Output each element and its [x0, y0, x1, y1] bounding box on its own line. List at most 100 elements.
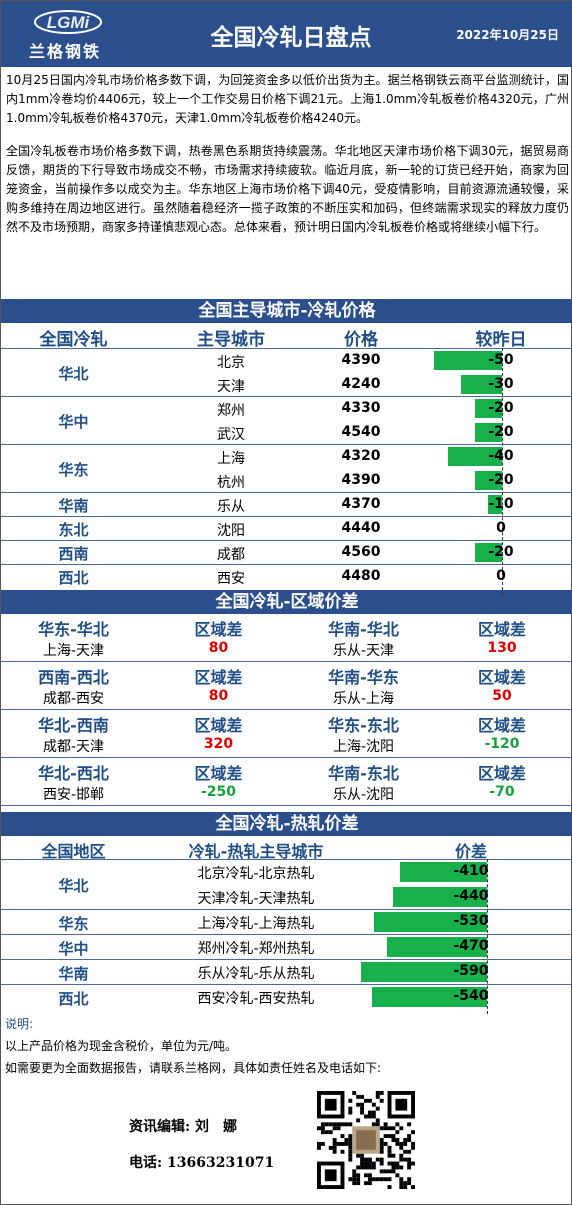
- city-pair: 乐从-沈阳: [332, 787, 395, 803]
- table-row: 乐从冷轧-乐从热轧 -590: [1, 960, 572, 985]
- table-row: 杭州 4390 -20: [1, 469, 572, 493]
- region-pair: 华北-西北: [38, 764, 109, 783]
- city-name: 沈阳: [217, 523, 245, 539]
- diff-value: -470: [453, 938, 489, 954]
- page-title: 全国冷轧日盘点: [210, 25, 372, 51]
- diff-bar: [371, 987, 487, 1007]
- region-label: 华东: [58, 914, 89, 933]
- cold-hot-table-header: 全国地区 冷轧-热轧主导城市 价差: [1, 837, 572, 861]
- city-pair: 西安冷轧-西安热轧: [197, 991, 315, 1007]
- change-bar: [474, 543, 502, 562]
- city-price-table: 全国冷轧 主导城市 价格 较昨日 华北 北京 4390 -50 天津 4240 -30 华中郑…: [1, 324, 572, 595]
- city-pair: 西安-邯郸: [42, 787, 105, 803]
- city-name: 武汉: [217, 427, 245, 443]
- section-title-cold-hot-spread: 全国冷轧-热轧价差: [1, 812, 572, 836]
- diff-label: 区域差: [194, 716, 243, 735]
- city-name: 成都: [217, 547, 245, 563]
- summary-paragraph-1: 10月25日国内冷轧市场价格多数下调，为回笼资金多以低价出货为主。据兰格钢铁云商…: [6, 73, 569, 125]
- zero-axis: [487, 859, 488, 1014]
- change-value: -20: [488, 544, 514, 560]
- region-label: 东北: [58, 521, 89, 539]
- diff-value: -410: [453, 863, 489, 879]
- section-title-city-prices: 全国主导城市-冷轧价格: [1, 299, 572, 323]
- diff-label: 区域差: [477, 620, 526, 639]
- table-row: 西安 4480 0: [1, 565, 572, 589]
- price-value: 4440: [341, 520, 381, 536]
- city-pair: 成都-西安: [42, 691, 105, 707]
- city-price-table-body: 华北 北京 4390 -50 天津 4240 -30 华中 郑州 4330 -20 武汉 4540 -20…: [1, 348, 572, 588]
- change-bar: [461, 375, 502, 394]
- region-label: 华中: [58, 939, 89, 958]
- header-price: 价格: [344, 330, 378, 350]
- logo-icon: LGMi: [34, 10, 102, 34]
- city-pair: 郑州冷轧-郑州热轧: [197, 941, 315, 957]
- table-row: 沈阳 4440 0: [1, 517, 572, 541]
- price-value: 4560: [341, 544, 381, 560]
- city-name: 乐从: [217, 499, 245, 515]
- diff-bar: [386, 937, 487, 957]
- table-row: 上海 4320 -40: [1, 445, 572, 469]
- diff-value: -440: [453, 888, 489, 904]
- change-value: 0: [496, 568, 506, 584]
- city-name: 北京: [217, 355, 245, 371]
- change-value: -50: [488, 352, 514, 368]
- region-label: 西南: [58, 545, 89, 563]
- diff-value: -590: [453, 963, 489, 979]
- change-value: -10: [488, 496, 514, 512]
- region-group: 西南 成都 4560 -20: [1, 540, 572, 564]
- spread-value: 320: [203, 736, 234, 752]
- city-name: 上海: [217, 451, 245, 467]
- change-bar: [474, 423, 502, 442]
- city-pair: 乐从-上海: [332, 691, 395, 707]
- region-group: 华南 乐从 4370 -10: [1, 492, 572, 516]
- region-group: 华南 乐从冷轧-乐从热轧 -590: [1, 959, 572, 984]
- city-pair: 乐从冷轧-乐从热轧: [197, 966, 315, 982]
- change-value: -20: [488, 424, 514, 440]
- editor-name: 资讯编辑: 刘 娜: [129, 1119, 238, 1135]
- diff-value: -540: [453, 988, 489, 1004]
- spread-header-row: 华东-华北 区域差 华南-华北 区域差: [1, 614, 572, 639]
- city-price-table-header: 全国冷轧 主导城市 价格 较昨日: [1, 324, 572, 350]
- region-pair: 华东-东北: [328, 716, 399, 735]
- header-pair: 冷轧-热轧主导城市: [188, 842, 324, 861]
- spread-header-row: 华北-西北 区域差 华南-东北 区域差: [1, 758, 572, 783]
- logo-mark-text: LGMi: [47, 13, 91, 32]
- price-value: 4330: [341, 400, 381, 416]
- diff-bar: [393, 887, 487, 907]
- price-value: 4480: [341, 568, 381, 584]
- region-group: 西北 西安 4480 0: [1, 564, 572, 588]
- regional-spread-table: 华东-华北 区域差 华南-华北 区域差 上海-天津 80 乐从-天津 130 西南-西北 区域差华…: [1, 614, 572, 806]
- editor-phone: 电话: 13663231071: [129, 1155, 275, 1171]
- region-pair: 华南-华东: [328, 668, 399, 687]
- spread-value: 50: [492, 688, 512, 704]
- section-title-regional-spread: 全国冷轧-区域价差: [1, 590, 572, 614]
- table-row: 北京冷轧-北京热轧 -410: [1, 860, 572, 885]
- region-group: 东北 沈阳 4440 0: [1, 516, 572, 540]
- price-value: 4390: [341, 472, 381, 488]
- region-group: 华中 郑州 4330 -20 武汉 4540 -20: [1, 396, 572, 444]
- region-group: 华北 北京冷轧-北京热轧 -410 天津冷轧-天津热轧 -440: [1, 859, 572, 909]
- change-value: -40: [488, 448, 514, 464]
- spread-value: -70: [489, 784, 515, 800]
- cold-hot-table-body: 华北 北京冷轧-北京热轧 -410 天津冷轧-天津热轧 -440 华东 上海冷轧-上海热轧 -…: [1, 859, 572, 1009]
- diff-label: 区域差: [477, 716, 526, 735]
- header-change: 较昨日: [475, 330, 527, 350]
- spread-value-row: 成都-天津 320 上海-沈阳 -120: [1, 734, 572, 758]
- spread-header-row: 西南-西北 区域差 华南-华东 区域差: [1, 662, 572, 687]
- diff-bar: [374, 912, 487, 932]
- region-group: 华北 北京 4390 -50 天津 4240 -30: [1, 348, 572, 396]
- spread-header-row: 华北-西南 区域差 华东-东北 区域差: [1, 710, 572, 735]
- diff-bar: [361, 962, 487, 982]
- spread-value: 130: [487, 640, 517, 656]
- spread-value: -250: [200, 784, 237, 800]
- change-value: -20: [488, 400, 514, 416]
- change-value: -30: [488, 376, 514, 392]
- region-label: 西北: [58, 989, 89, 1008]
- region-label: 华北: [58, 877, 89, 895]
- city-name: 杭州: [217, 475, 245, 491]
- market-summary: 10月25日国内冷轧市场价格多数下调，为回笼资金多以低价出货为主。据兰格钢铁云商…: [6, 71, 569, 237]
- change-value: 0: [496, 520, 506, 536]
- spread-value-row: 西安-邯郸 -250 乐从-沈阳 -70: [1, 782, 572, 806]
- header-region: 全国地区: [41, 842, 106, 861]
